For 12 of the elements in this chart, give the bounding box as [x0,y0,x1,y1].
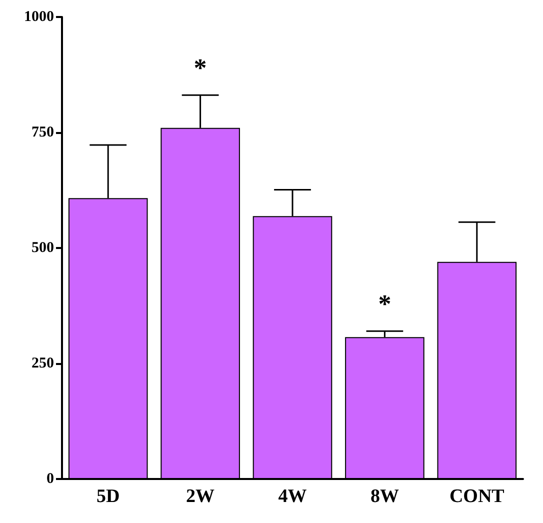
x-tick-label: CONT [449,486,505,507]
x-tick-label: 2W [186,486,215,507]
y-tick-label: 750 [32,124,54,140]
y-tick-label: 250 [32,356,54,372]
x-tick-label: 8W [370,486,399,507]
y-tick-label: 0 [46,471,54,487]
annotation: * [194,54,207,83]
y-tick-label: 500 [32,240,54,256]
x-tick-label: 4W [278,486,307,507]
y-tick-label: 1000 [24,9,54,25]
x-tick-label: 5D [96,486,120,507]
annotation: * [378,290,392,319]
